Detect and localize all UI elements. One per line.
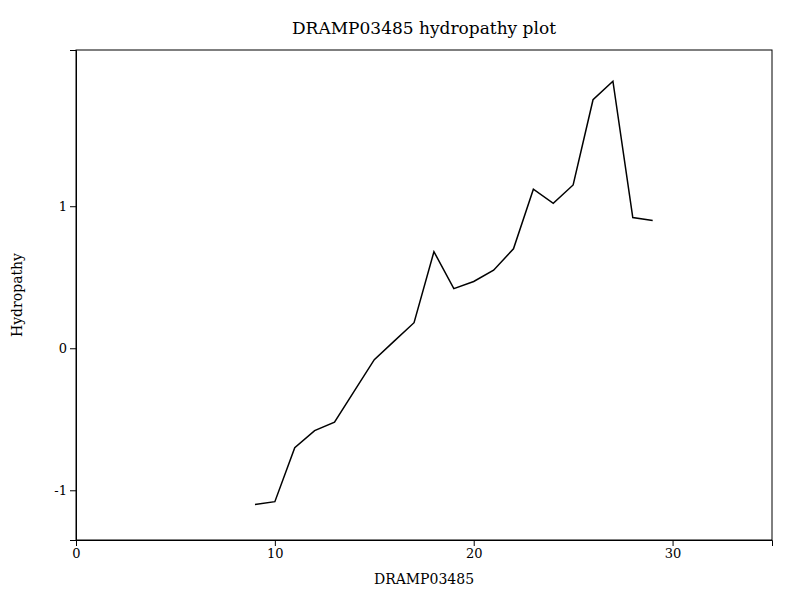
y-axis-tick: 0 xyxy=(59,341,76,356)
y-axis-tick-mark xyxy=(70,348,76,349)
y-axis-tick-mark xyxy=(70,490,76,491)
x-axis-tick-label: 30 xyxy=(665,546,682,561)
x-axis-tick-label: 10 xyxy=(267,546,284,561)
chart: 0 10 20 30 -1 0 1 DRAMP03485 hydropathy plot DRA… xyxy=(0,0,800,600)
x-axis-tick-label: 0 xyxy=(72,546,80,561)
y-axis-tick-label: 1 xyxy=(59,199,67,214)
line xyxy=(255,81,653,504)
y-axis-tick: -1 xyxy=(54,483,76,498)
x-axis-tick: 0 xyxy=(72,540,80,561)
x-axis-tick-label: 20 xyxy=(466,546,483,561)
x-axis-tick: 30 xyxy=(665,540,682,561)
x-axis: 0 10 20 30 xyxy=(72,540,772,561)
x-axis-tick-mark xyxy=(474,540,475,546)
title: DRAMP03485 hydropathy plot xyxy=(292,18,556,38)
y-axis-tick-label: -1 xyxy=(54,483,67,498)
x-axis-tick-mark xyxy=(673,540,674,546)
x-axis-title: DRAMP03485 xyxy=(374,571,474,587)
x-axis-line xyxy=(77,541,773,547)
plot: 0 10 20 30 -1 0 1 xyxy=(54,50,772,561)
y-axis-title: Hydropathy xyxy=(9,253,25,337)
x-axis-tick-mark xyxy=(275,540,276,546)
marks xyxy=(255,81,653,504)
x-axis-tick: 10 xyxy=(267,540,284,561)
y-axis-tick-mark xyxy=(70,206,76,207)
y-axis-tick: 1 xyxy=(59,199,76,214)
x-axis-tick: 20 xyxy=(466,540,483,561)
y-axis-tick-label: 0 xyxy=(59,341,67,356)
y-axis-line xyxy=(70,51,77,541)
y-axis: -1 0 1 xyxy=(54,51,76,541)
plot-frame xyxy=(76,50,772,540)
